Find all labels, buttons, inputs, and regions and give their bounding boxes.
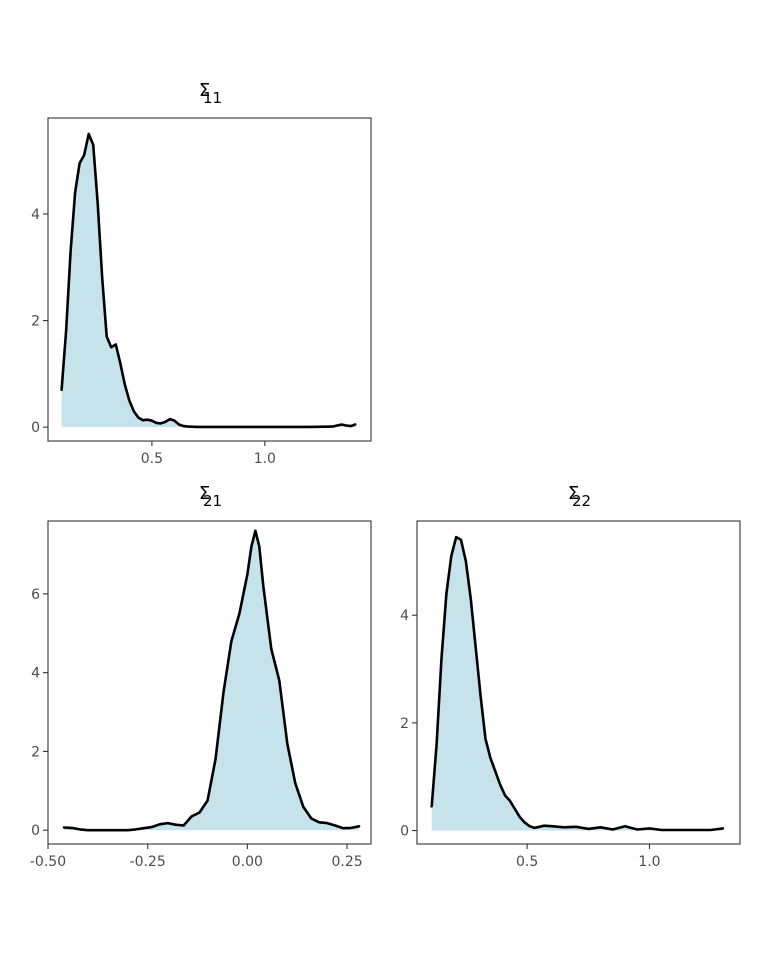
x-tick-label: -0.50 (30, 854, 66, 870)
panel-title-symbol: Σ (199, 483, 210, 504)
panel-border (47, 117, 372, 442)
y-tick-label: 2 (31, 744, 40, 760)
x-tick-label: 0.5 (141, 451, 163, 467)
panel-border (416, 520, 741, 845)
panel-sigma-21: Σ21 -0.50 -0.25 0.00 0.25 0 2 4 6 (30, 483, 372, 870)
y-tick-label: 0 (400, 824, 409, 840)
density-area (431, 537, 723, 831)
panel-title-subscript: 11 (203, 89, 222, 107)
panel-title-symbol: Σ (568, 483, 579, 504)
x-tick-label: 0.00 (232, 854, 263, 870)
panel-sigma-11: Σ11 0.5 1.0 0 2 4 (31, 80, 372, 467)
y-tick-label: 4 (31, 207, 40, 223)
y-tick-label: 2 (400, 716, 409, 732)
y-tick-label: 4 (400, 608, 409, 624)
y-tick-label: 2 (31, 314, 40, 330)
y-tick-label: 0 (31, 420, 40, 436)
density-area (63, 530, 360, 831)
panel-title-subscript: 21 (203, 492, 222, 510)
panel-sigma-22: Σ22 0.5 1.0 0 2 4 (400, 483, 741, 870)
panel-title-symbol: Σ (199, 80, 210, 101)
y-tick-label: 0 (31, 823, 40, 839)
panel-border (47, 520, 372, 845)
x-tick-label: 1.0 (254, 451, 276, 467)
x-tick-label: -0.25 (130, 854, 166, 870)
x-tick-label: 0.5 (516, 854, 538, 870)
density-line (430, 535, 725, 832)
density-line (62, 529, 361, 832)
x-tick-label: 0.25 (331, 854, 362, 870)
x-tick-label: 1.0 (638, 854, 660, 870)
y-tick-label: 6 (31, 587, 40, 603)
y-tick-label: 4 (31, 666, 40, 682)
density-area (61, 134, 356, 428)
density-line (60, 132, 357, 429)
panel-title-subscript: 22 (572, 492, 591, 510)
